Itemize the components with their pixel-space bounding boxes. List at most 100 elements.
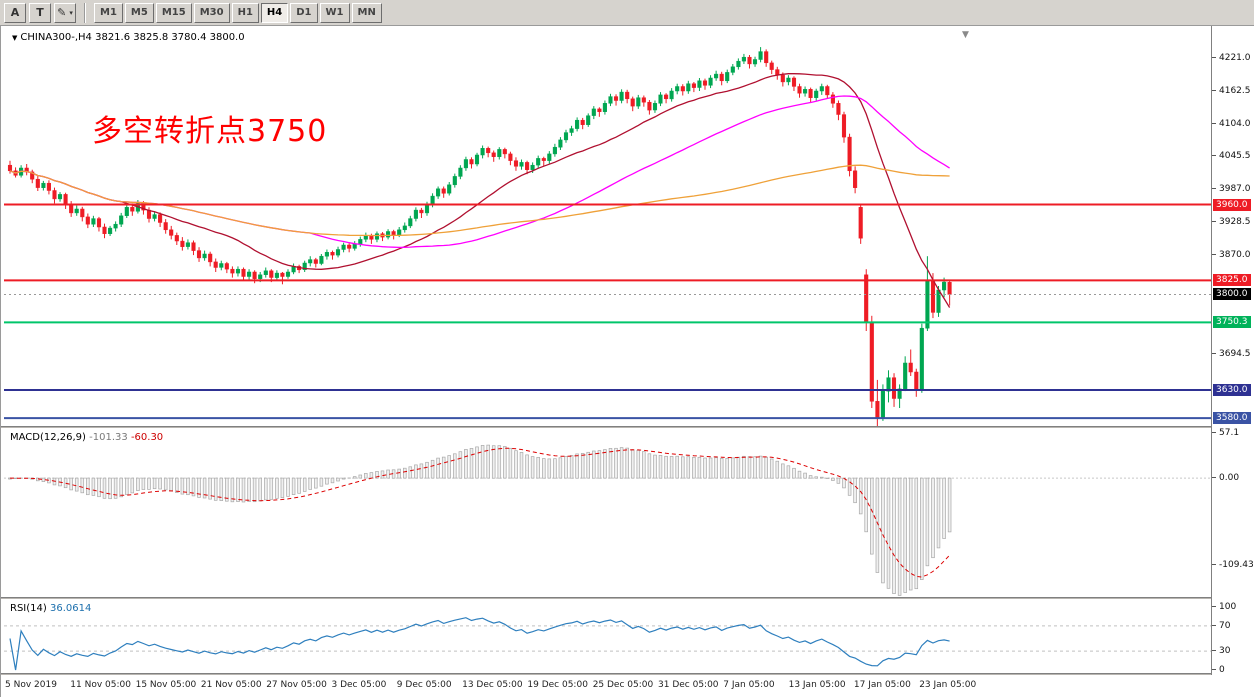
timeframe-button-m15[interactable]: M15 [155, 2, 192, 23]
candle-down [630, 96, 635, 112]
candle-down [419, 207, 424, 218]
candle-up [591, 106, 596, 120]
macd-histogram-bar [314, 477, 318, 489]
macd-histogram-bar [41, 477, 46, 482]
time-axis[interactable]: 5 Nov 2019 11 Nov 05:00 15 Nov 05:00 21 Nov… [1, 675, 1254, 697]
candle-down [513, 157, 519, 171]
macd-histogram-bar [330, 477, 335, 484]
timeframe-button-h1[interactable]: H1 [231, 2, 259, 23]
candle-down [297, 264, 302, 274]
macd-histogram-bar [553, 458, 557, 479]
time-axis-label: 13 Jan 05:00 [788, 680, 846, 690]
macd-histogram-bar [920, 477, 924, 580]
macd-histogram-bar [747, 456, 752, 479]
candle-up [374, 231, 380, 243]
candle-up [725, 69, 730, 84]
candle-up [814, 88, 819, 101]
timeframe-button-m1[interactable]: M1 [94, 2, 123, 23]
symbol-dropdown-icon[interactable]: ▼ [12, 34, 18, 42]
macd-histogram-bar [158, 477, 162, 490]
toolbar: A T ✎ ▾ M1 M5 M15 M30 H1 H4 D1 W1 MN [0, 0, 1254, 26]
time-axis-label: 27 Nov 05:00 [266, 680, 327, 690]
pane-separator[interactable] [1, 426, 1254, 428]
timeframe-button-m5[interactable]: M5 [124, 2, 154, 23]
macd-histogram-bar [875, 477, 880, 573]
macd-histogram-bar [897, 477, 902, 596]
candle-down [791, 76, 797, 91]
chart-annotation-text[interactable]: 多空转折点3750 [92, 114, 328, 149]
chart-shift-marker-icon: ▼ [962, 30, 969, 40]
candle-down [158, 212, 163, 227]
macd-histogram-bar [219, 477, 224, 501]
price-axis[interactable]: 4221.0 4162.5 4104.0 4045.5 3987.0 3928.5 3870… [1211, 26, 1254, 675]
chevron-down-icon: ▾ [69, 8, 73, 17]
candle-up [408, 215, 413, 229]
macd-scale-label-tick [1212, 477, 1216, 478]
candle-down [391, 229, 396, 240]
candle-down [841, 111, 847, 143]
macd-histogram-bar [758, 455, 763, 479]
overlay-ma-slow [9, 164, 950, 237]
candle-down [169, 225, 174, 240]
macd-histogram-bar [113, 477, 118, 499]
price-tag-3960.0: 3960.0 [1213, 199, 1251, 211]
macd-histogram-bar [336, 477, 340, 482]
macd-histogram-bar [308, 477, 312, 490]
rsi-value: 36.0614 [49, 603, 92, 614]
candle-up [669, 88, 674, 102]
pane-separator[interactable] [1, 597, 1254, 599]
candle-up [335, 246, 341, 258]
candle-down [830, 92, 835, 108]
macd-histogram-bar [736, 456, 741, 479]
candle-up [652, 100, 658, 113]
timeframe-button-m30[interactable]: M30 [193, 2, 230, 23]
time-axis-label: 9 Dec 05:00 [396, 680, 452, 690]
candle-down [836, 100, 841, 121]
candle-up [480, 145, 485, 159]
candle-up [386, 229, 391, 240]
candle-up [602, 100, 607, 115]
price-tag-3825.0: 3825.0 [1213, 274, 1251, 286]
candle-up [752, 56, 758, 67]
timeframe-button-h4[interactable]: H4 [260, 2, 289, 23]
macd-histogram-bar [364, 473, 368, 479]
candle-down [797, 83, 802, 98]
candle-up [74, 205, 79, 216]
candle-up [324, 249, 329, 260]
macd-histogram-bar [630, 449, 635, 479]
candle-down [24, 164, 29, 176]
macd-histogram-bar [781, 463, 785, 479]
candle-down [541, 156, 546, 167]
macd-histogram-bar [942, 477, 946, 539]
price-axis-label-tick [1212, 188, 1216, 189]
macd-histogram-bar [519, 452, 524, 479]
macd-histogram-bar [152, 477, 157, 490]
macd-histogram-bar [414, 464, 418, 479]
macd-histogram-bar [814, 476, 818, 479]
timeframe-button-mn[interactable]: MN [351, 2, 382, 23]
macd-histogram-bar [636, 449, 641, 479]
candle-up [185, 239, 190, 250]
macd-histogram-bar [102, 477, 107, 499]
rsi-chart[interactable] [4, 600, 1211, 673]
macd-histogram-bar [269, 477, 274, 500]
draw-tool-dropdown[interactable]: ✎ ▾ [54, 2, 76, 23]
price-chart[interactable] [4, 28, 1211, 426]
timeframe-button-d1[interactable]: D1 [290, 2, 318, 23]
text-tool-button[interactable]: T [29, 2, 51, 23]
macd-chart[interactable] [4, 429, 1211, 597]
candle-down [647, 100, 652, 115]
cursor-tool-button[interactable]: A [4, 2, 26, 23]
macd-histogram-bar [13, 477, 18, 479]
timeframe-button-w1[interactable]: W1 [319, 2, 350, 23]
candle-down [858, 204, 863, 244]
price-axis-label-tick [1212, 155, 1216, 156]
macd-histogram-bar [586, 451, 590, 479]
overlay-ma-fast [9, 73, 951, 308]
macd-histogram-bar [653, 454, 657, 479]
candle-up [152, 211, 157, 222]
candle-down [853, 166, 858, 194]
pane-separator [1, 673, 1254, 675]
macd-histogram-bar [275, 477, 279, 499]
macd-histogram-bar [464, 449, 468, 479]
